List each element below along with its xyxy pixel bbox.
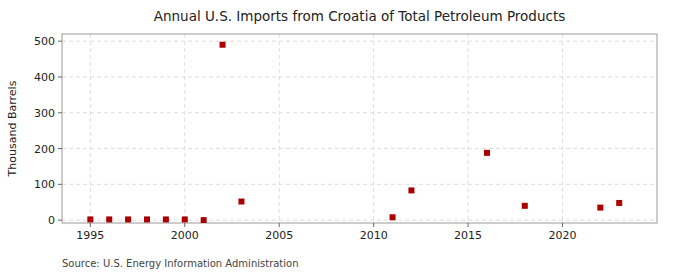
point [220, 42, 226, 48]
grid-line-x [279, 34, 280, 223]
x-tick-label: 2010 [360, 229, 388, 242]
y-tick [58, 220, 62, 221]
x-tick-label: 1995 [76, 229, 104, 242]
y-tick [58, 41, 62, 42]
point [106, 216, 112, 222]
point [144, 216, 150, 222]
x-tick [373, 223, 374, 227]
x-tick [279, 223, 280, 227]
point [182, 216, 188, 222]
y-tick-label: 100 [34, 178, 55, 191]
title: Annual U.S. Imports from Croatia of Tota… [154, 8, 565, 24]
y-tick-label: 400 [34, 71, 55, 84]
grid-line-y [62, 220, 657, 221]
y-tick [58, 76, 62, 77]
point [408, 187, 414, 193]
y-tick [58, 184, 62, 185]
point [125, 216, 131, 222]
grid-line-y [62, 184, 657, 185]
point [390, 214, 396, 220]
source: Source: U.S. Energy Information Administ… [62, 258, 299, 269]
y-axis-label: Thousand Barrels [6, 80, 19, 177]
grid-line-x [562, 34, 563, 223]
points [87, 42, 622, 223]
point [597, 205, 603, 211]
x-tick-label: 2005 [265, 229, 293, 242]
point [201, 217, 207, 223]
point [484, 150, 490, 156]
grid-line-x [184, 34, 185, 223]
y-tick-label: 200 [34, 143, 55, 156]
y-tick [58, 148, 62, 149]
x-tick-label: 2000 [171, 229, 199, 242]
point [163, 216, 169, 222]
chart: 1995 2000 2005 2010 2015 2020 0 100 200 300 400 500… [0, 0, 675, 275]
x-tick [184, 223, 185, 227]
point [522, 203, 528, 209]
grid-line-y [62, 112, 657, 113]
grid-line-y [62, 76, 657, 77]
x-tick-label: 2015 [454, 229, 482, 242]
y-tick-label: 0 [48, 214, 55, 227]
point [238, 199, 244, 205]
grid-line-y [62, 148, 657, 149]
axes: 1995 2000 2005 2010 2015 2020 0 100 200 300 400 500 [34, 35, 577, 242]
grid [62, 34, 657, 223]
x-tick-label: 2020 [549, 229, 577, 242]
point [87, 216, 93, 222]
grid-line-x [373, 34, 374, 223]
point [616, 200, 622, 206]
x-tick [468, 223, 469, 227]
plot-frame [62, 34, 657, 223]
y-tick-label: 500 [34, 35, 55, 48]
x-tick [562, 223, 563, 227]
y-tick-label: 300 [34, 107, 55, 120]
y-tick [58, 112, 62, 113]
grid-line-y [62, 41, 657, 42]
grid-line-x [468, 34, 469, 223]
x-tick [90, 223, 91, 227]
grid-line-x [90, 34, 91, 223]
